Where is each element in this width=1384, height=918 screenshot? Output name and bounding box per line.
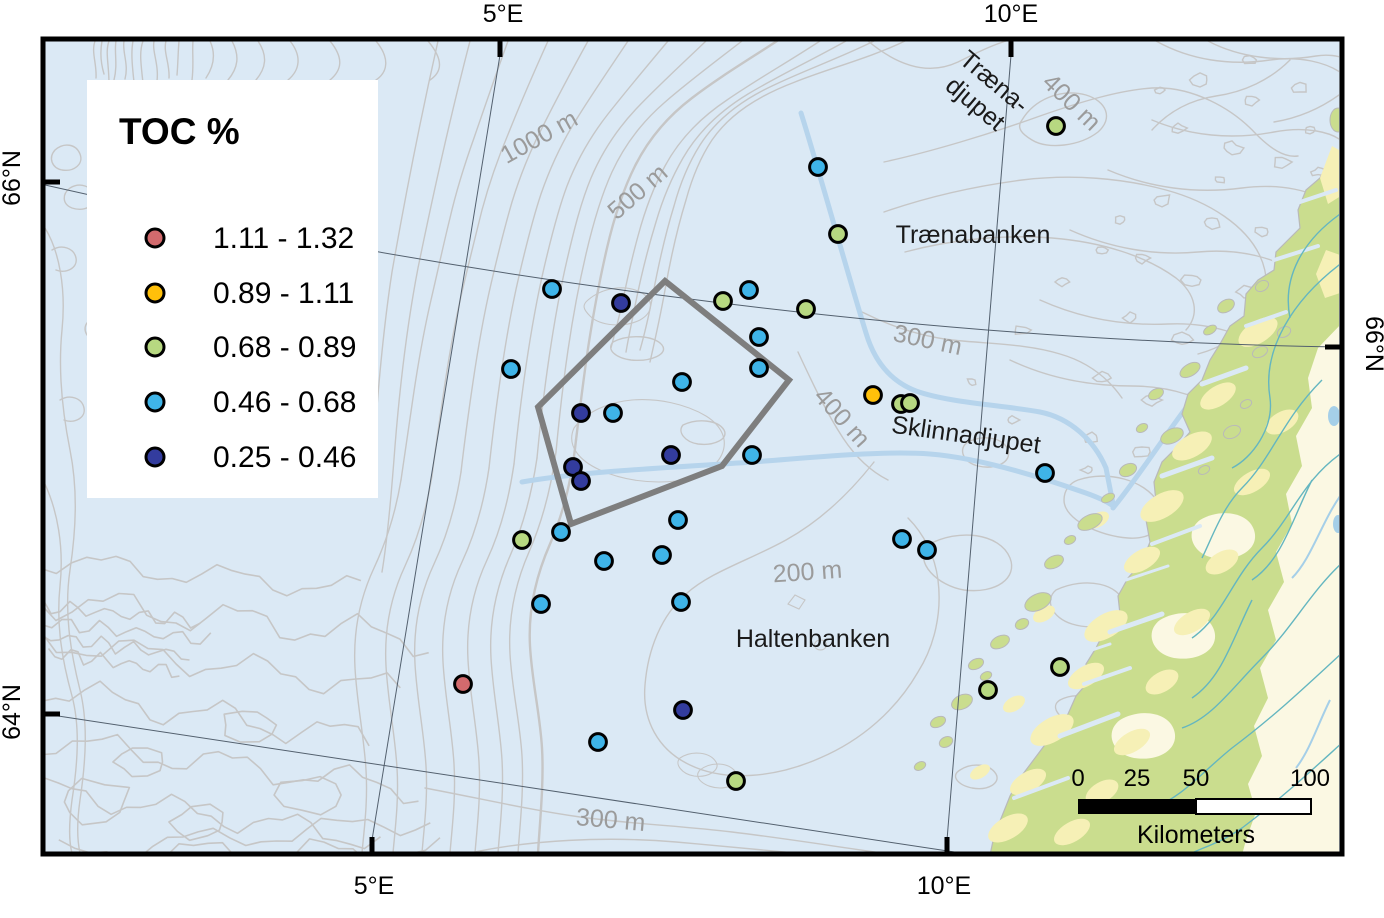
svg-text:0.68 - 0.89: 0.68 - 0.89 [213, 331, 356, 364]
svg-text:300 m: 300 m [575, 803, 647, 837]
svg-text:Trænabanken: Trænabanken [896, 221, 1051, 249]
svg-text:25: 25 [1124, 765, 1151, 792]
svg-text:5°E: 5°E [354, 872, 395, 900]
svg-text:0.89 - 1.11: 0.89 - 1.11 [213, 277, 354, 310]
svg-text:TOC %: TOC % [119, 111, 240, 152]
svg-text:10°E: 10°E [917, 872, 971, 900]
svg-text:1.11 - 1.32: 1.11 - 1.32 [213, 222, 354, 255]
svg-text:66°N: 66°N [0, 150, 26, 206]
svg-text:Haltenbanken: Haltenbanken [736, 625, 890, 653]
svg-text:200 m: 200 m [772, 556, 843, 589]
svg-text:0.46 - 0.68: 0.46 - 0.68 [213, 386, 356, 419]
svg-text:5°E: 5°E [483, 0, 524, 28]
svg-text:Kilometers: Kilometers [1137, 821, 1255, 849]
svg-text:64°N: 64°N [0, 684, 26, 740]
svg-text:50: 50 [1183, 765, 1210, 792]
svg-text:0: 0 [1071, 765, 1084, 792]
svg-text:0.25 - 0.46: 0.25 - 0.46 [213, 441, 356, 474]
svg-text:66°N: 66°N [1360, 316, 1384, 372]
svg-text:100: 100 [1290, 765, 1330, 792]
svg-text:10°E: 10°E [984, 0, 1038, 28]
